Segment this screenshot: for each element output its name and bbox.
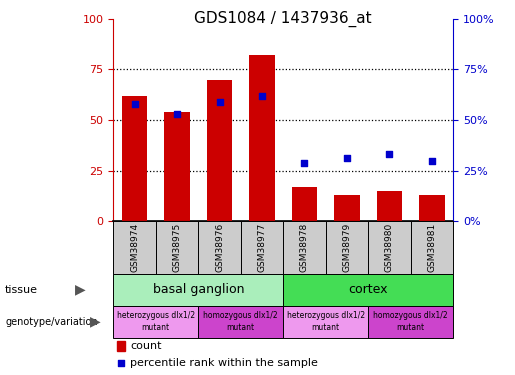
Text: GDS1084 / 1437936_at: GDS1084 / 1437936_at [195,11,372,27]
Text: ▶: ▶ [75,283,85,297]
Point [300,159,308,165]
Bar [410,221,453,274]
Bar [376,191,402,221]
Text: basal ganglion: basal ganglion [152,283,244,296]
Text: homozygous dlx1/2
mutant: homozygous dlx1/2 mutant [373,311,448,332]
Point [215,99,224,105]
Bar [283,221,325,274]
Bar [122,96,147,221]
Point [385,152,393,157]
Bar [198,306,283,338]
Text: GSM38977: GSM38977 [258,223,266,272]
Bar [241,221,283,274]
Bar [419,195,444,221]
Point [173,111,181,117]
Bar [249,55,275,221]
Bar [368,306,453,338]
Bar [198,221,241,274]
Bar [113,274,283,306]
Bar [368,221,410,274]
Text: ▶: ▶ [90,315,100,328]
Point [343,156,351,162]
Point [258,93,266,99]
Bar [156,221,198,274]
Bar [283,306,368,338]
Text: tissue: tissue [5,285,38,295]
Point [428,158,436,164]
Point [130,101,139,107]
Text: cortex: cortex [349,283,388,296]
Text: GSM38974: GSM38974 [130,223,139,272]
Bar [117,341,125,351]
Bar [113,306,198,338]
Text: GSM38975: GSM38975 [173,223,181,272]
Text: GSM38980: GSM38980 [385,223,394,272]
Text: genotype/variation: genotype/variation [5,316,98,327]
Point [117,360,125,366]
Text: GSM38976: GSM38976 [215,223,224,272]
Bar [164,112,190,221]
Text: GSM38979: GSM38979 [342,223,351,272]
Text: GSM38981: GSM38981 [427,223,436,272]
Text: percentile rank within the sample: percentile rank within the sample [130,358,318,368]
Bar [291,187,317,221]
Text: heterozygous dlx1/2
mutant: heterozygous dlx1/2 mutant [117,311,195,332]
Text: GSM38978: GSM38978 [300,223,309,272]
Text: count: count [130,341,162,351]
Bar [334,195,359,221]
Bar [283,274,453,306]
Bar [113,221,156,274]
Bar [325,221,368,274]
Text: homozygous dlx1/2
mutant: homozygous dlx1/2 mutant [203,311,278,332]
Bar [207,80,232,221]
Text: heterozygous dlx1/2
mutant: heterozygous dlx1/2 mutant [287,311,365,332]
